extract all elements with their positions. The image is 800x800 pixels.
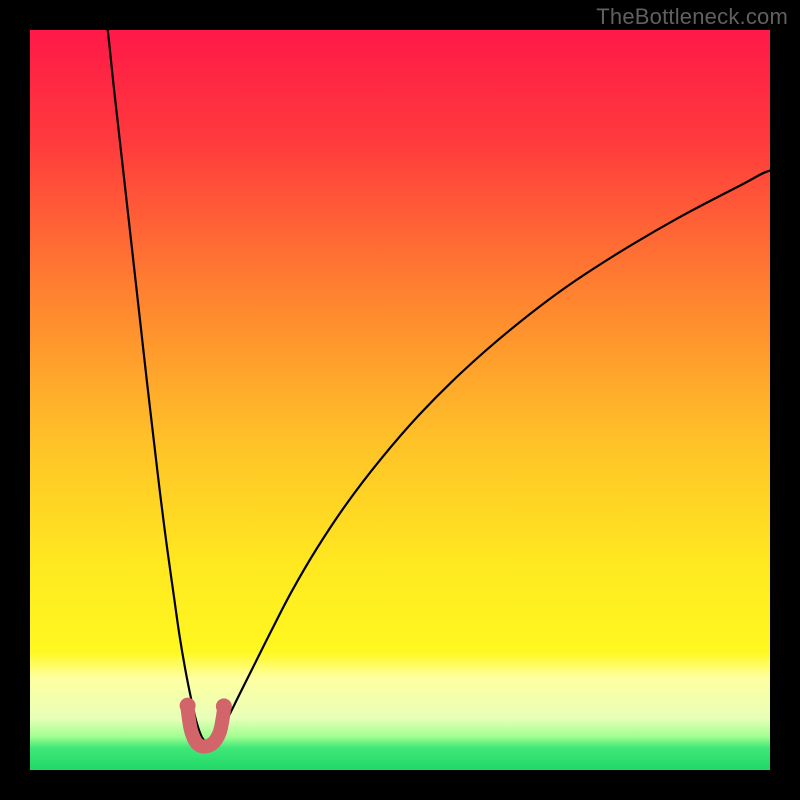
plot-background-gradient (30, 30, 770, 770)
watermark-text: TheBottleneck.com (596, 4, 788, 30)
marker-dot-right (216, 698, 232, 714)
chart-container: TheBottleneck.com (0, 0, 800, 800)
chart-svg (0, 0, 800, 800)
marker-dot-left (180, 698, 196, 714)
